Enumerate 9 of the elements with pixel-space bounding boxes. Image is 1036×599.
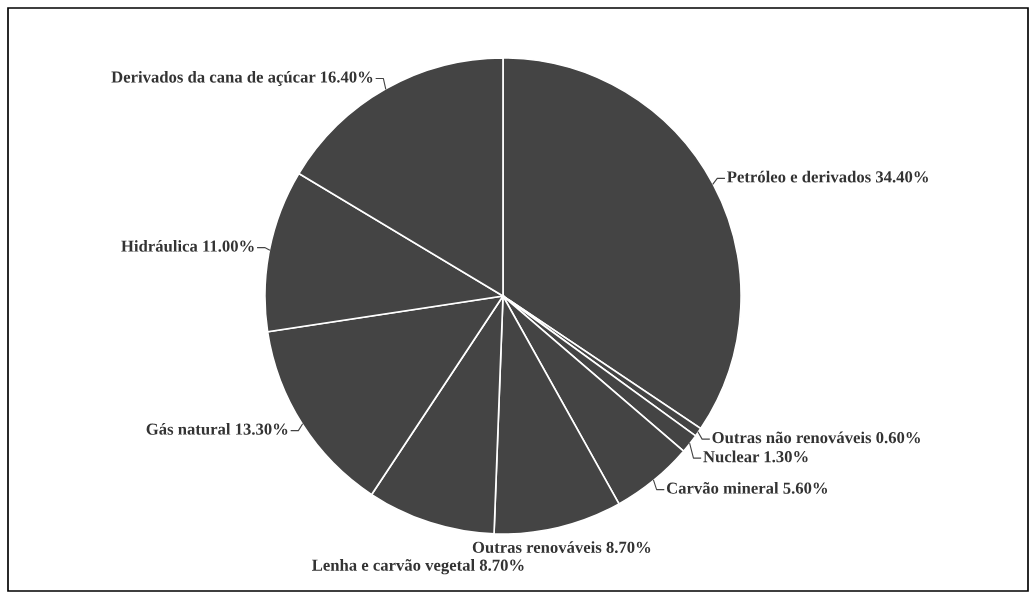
- slice-label: Derivados da cana de açúcar 16.40%: [111, 70, 373, 86]
- slice-label: Gás natural 13.30%: [146, 423, 288, 435]
- slice-label: Lenha e carvão vegetal 8.70%: [312, 559, 524, 575]
- slice-label: Outras não renováveis 0.60%: [712, 431, 920, 444]
- slice-label: Carvão mineral 5.60%: [666, 482, 828, 494]
- slice-label: Nuclear 1.30%: [703, 450, 808, 463]
- slice-label: Petróleo e derivados 34.40%: [727, 170, 928, 183]
- slice-label: Outras renováveis 8.70%: [472, 541, 651, 554]
- slice-label: Hidráulica 11.00%: [121, 240, 254, 252]
